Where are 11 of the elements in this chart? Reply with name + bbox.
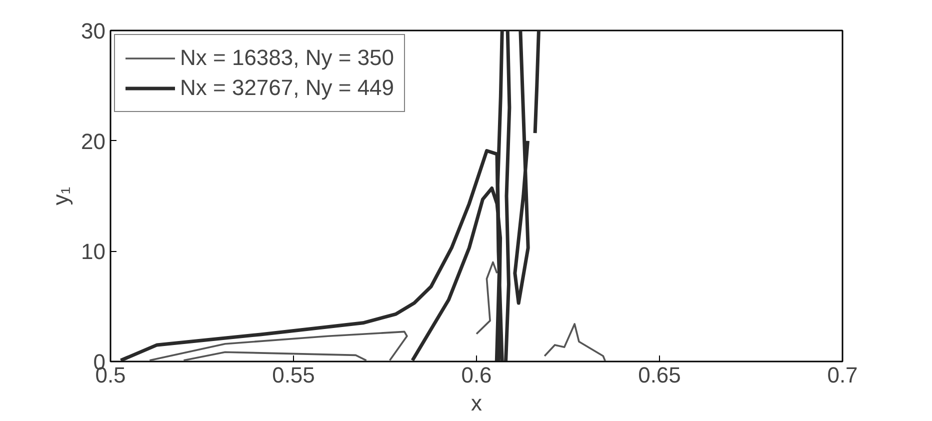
- x-tick-label: 0.7: [827, 362, 858, 388]
- x-tick-label: 0.6: [461, 362, 492, 388]
- legend-label: Nx = 32767, Ny = 449: [180, 75, 394, 101]
- y-tick-label: 10: [81, 239, 106, 264]
- legend-label: Nx = 16383, Ny = 350: [180, 45, 394, 71]
- y-tick-label: 20: [81, 128, 106, 154]
- y-tick-label: 30: [81, 18, 106, 44]
- x-tick-label: 0.55: [272, 362, 315, 388]
- x-tick-label: 0.65: [638, 362, 681, 388]
- x-axis-title: x: [471, 390, 482, 416]
- y-axis-title: y₁: [48, 186, 74, 206]
